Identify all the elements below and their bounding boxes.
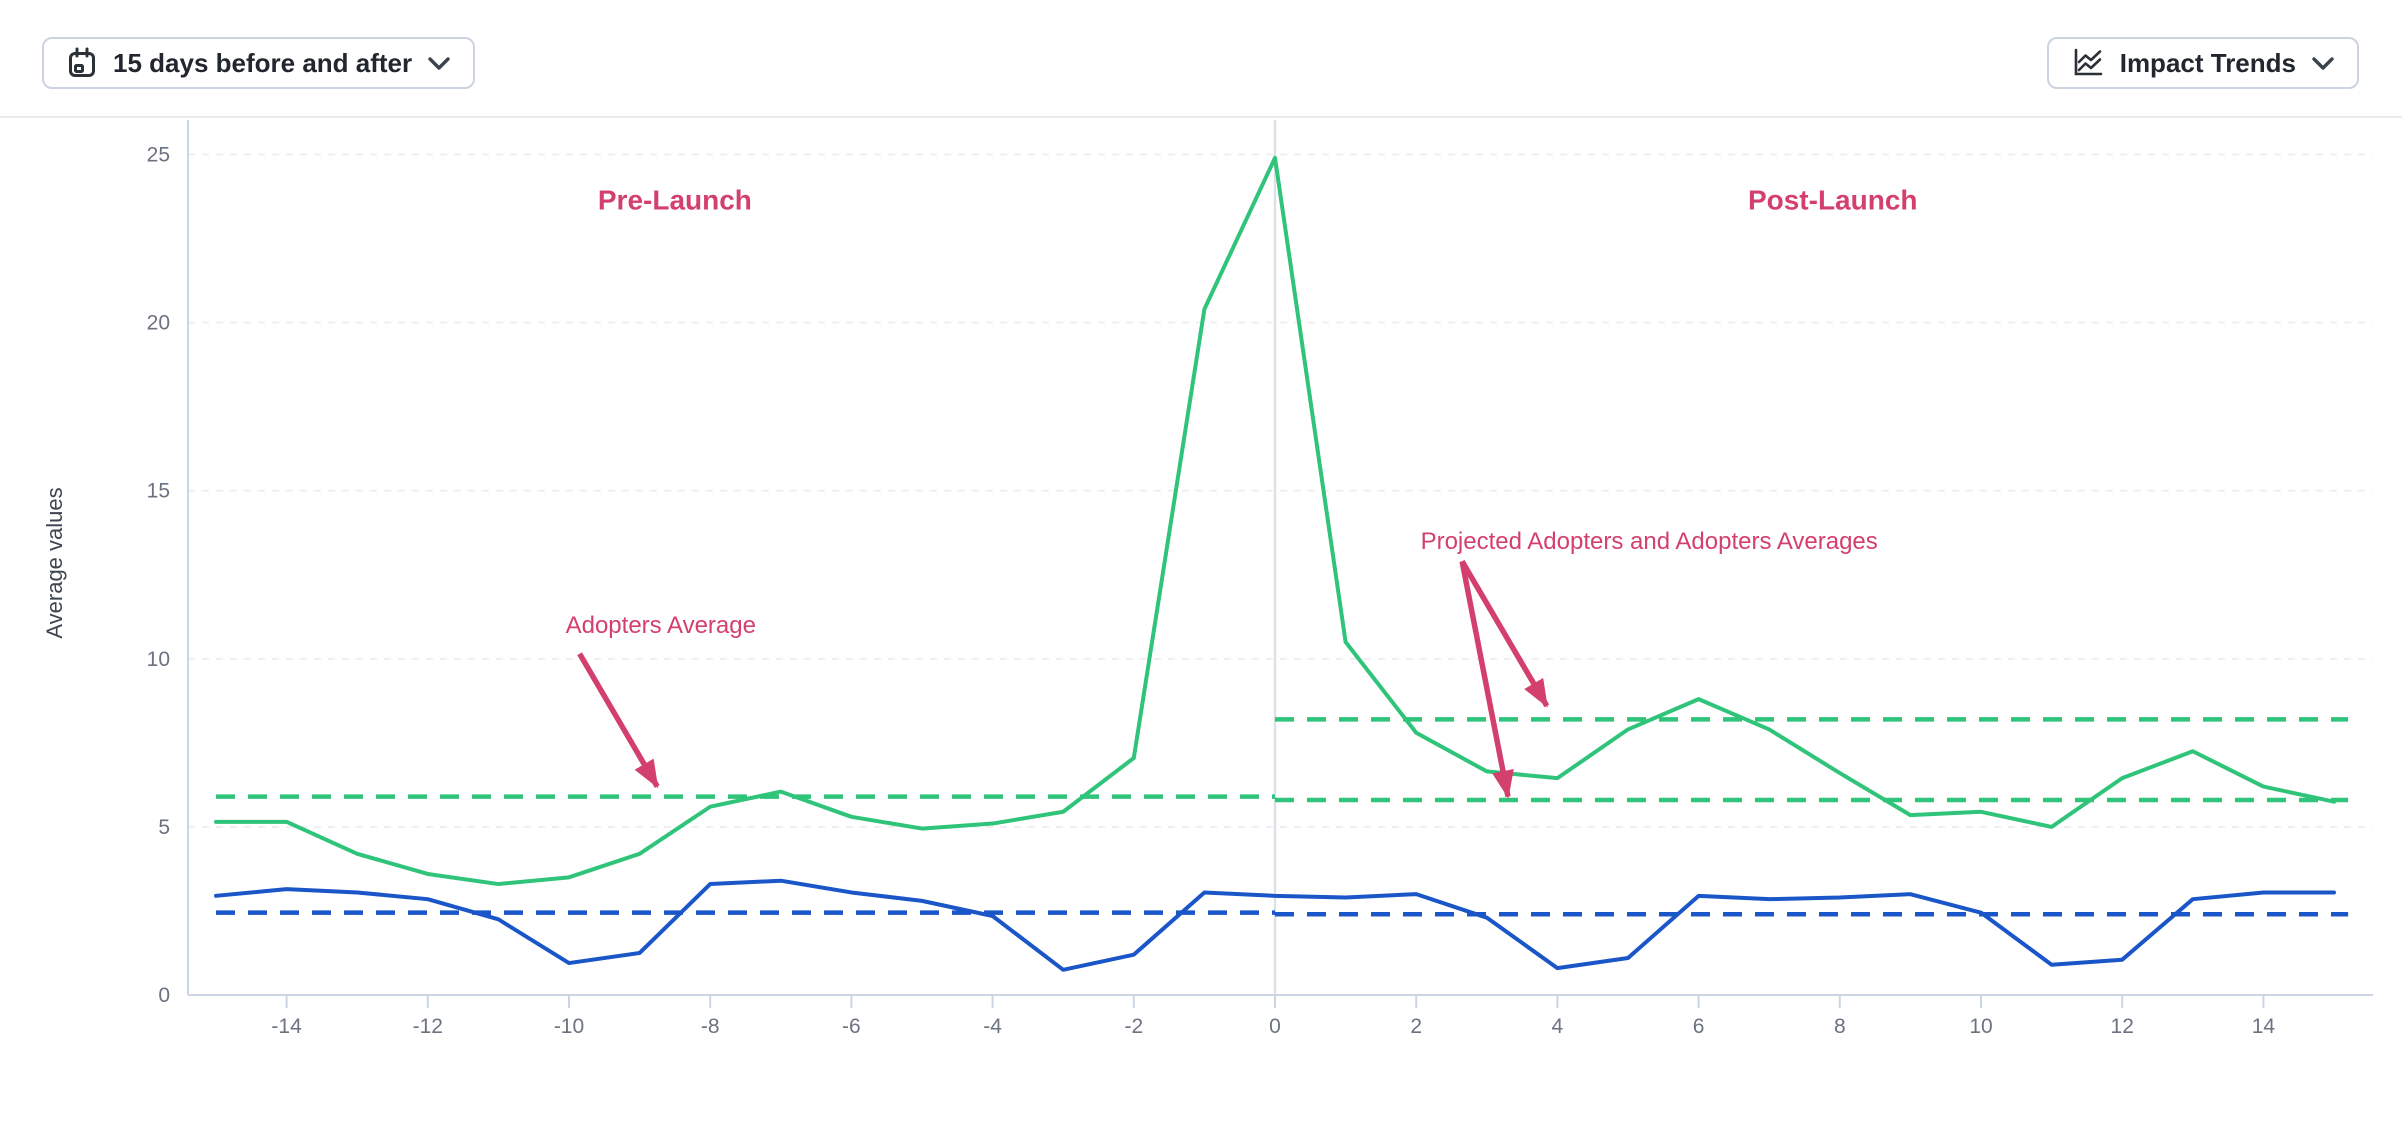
annotation-label-0: Pre-Launch xyxy=(598,185,752,216)
impact-trends-label: Impact Trends xyxy=(2119,47,2296,78)
y-tick-label: 15 xyxy=(147,480,170,503)
y-tick-label: 0 xyxy=(158,984,170,1007)
y-axis-title: Average values xyxy=(42,487,67,638)
x-tick-label: -10 xyxy=(554,1015,584,1038)
x-tick-label: 4 xyxy=(1552,1015,1564,1038)
y-tick-label: 10 xyxy=(147,648,170,671)
impact-trends-chart: 0 5 10 15 20 25 -14 -12 -10 -8 -6 -4 -2 0 2 4 6 8 10 12 14 Av… xyxy=(0,118,2402,1124)
x-tick-label: -2 xyxy=(1124,1015,1143,1038)
chevron-down-icon xyxy=(427,56,451,71)
annotation-label-2: Adopters Average xyxy=(566,612,756,639)
x-tick-label: -14 xyxy=(271,1015,302,1038)
x-tick-label: 8 xyxy=(1834,1015,1846,1038)
x-tick-label: 10 xyxy=(1969,1015,1992,1038)
x-tick-label: 14 xyxy=(2252,1015,2276,1038)
annotation-arrow xyxy=(577,652,660,789)
x-tick-label: -6 xyxy=(842,1015,861,1038)
date-range-button[interactable]: 15 days before and after xyxy=(42,37,476,89)
y-tick-label: 25 xyxy=(147,144,170,167)
toolbar: 15 days before and after Impact Trends xyxy=(0,0,2402,118)
x-tick-label: 6 xyxy=(1693,1015,1705,1038)
x-tick-label: -8 xyxy=(701,1015,720,1038)
impact-trends-button[interactable]: Impact Trends xyxy=(2046,37,2359,89)
y-tick-label: 5 xyxy=(158,816,170,839)
trend-lines-icon xyxy=(2071,47,2105,79)
x-tick-label: 12 xyxy=(2111,1015,2134,1038)
chevron-down-icon xyxy=(2311,56,2335,71)
annotation-label-1: Post-Launch xyxy=(1748,185,1918,216)
annotation-label-3: Projected Adopters and Adopters Averages xyxy=(1421,528,1878,555)
calendar-icon xyxy=(66,46,98,80)
annotation-arrow xyxy=(1459,560,1514,799)
chart-canvas: 0 5 10 15 20 25 -14 -12 -10 -8 -6 -4 -2 0 2 4 6 8 10 12 14 Av… xyxy=(42,120,2373,1038)
x-tick-label: 2 xyxy=(1410,1015,1422,1038)
date-range-label: 15 days before and after xyxy=(113,47,413,78)
y-tick-label: 20 xyxy=(147,312,170,335)
series-line-adopters-green xyxy=(214,155,2336,887)
x-tick-label: -4 xyxy=(983,1015,1002,1038)
series-line-non-adopters-blue xyxy=(214,878,2336,972)
x-tick-label: -12 xyxy=(413,1015,443,1038)
x-tick-label: 0 xyxy=(1269,1015,1281,1038)
annotation-arrow xyxy=(1459,559,1550,708)
